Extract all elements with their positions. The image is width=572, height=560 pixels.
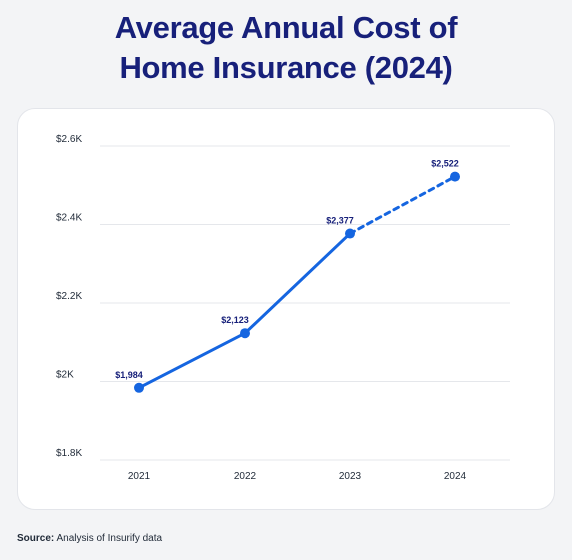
- y-tick-label: $2.2K: [56, 291, 82, 302]
- x-tick-label: 2022: [234, 471, 257, 482]
- x-tick-label: 2024: [444, 471, 467, 482]
- data-point: [450, 171, 460, 182]
- chart-title-line-2: Home Insurance (2024): [119, 50, 453, 85]
- data-label: $2,522: [431, 159, 459, 169]
- chart-title-line-1: Average Annual Cost of: [114, 10, 458, 45]
- data-point: [240, 328, 250, 339]
- y-tick-label: $1.8K: [56, 448, 82, 459]
- line-chart: $1.8K $2K $2.2K $2.4K $2.6K 2021 2022 2023 2024 $…: [56, 134, 510, 482]
- y-tick-label: $2K: [56, 370, 74, 381]
- data-point: [345, 228, 355, 239]
- data-label: $1,984: [115, 370, 143, 380]
- series-line: [243, 232, 352, 335]
- source-label: Source:: [17, 533, 55, 544]
- data-point: [134, 382, 144, 393]
- series-line-projected: [348, 175, 457, 236]
- data-label: $2,123: [221, 315, 249, 325]
- y-tick-label: $2.4K: [56, 213, 82, 224]
- x-tick-label: 2023: [339, 471, 362, 482]
- source-text: Analysis of Insurify data: [56, 533, 163, 544]
- x-tick-label: 2021: [128, 471, 151, 482]
- series-line: [137, 331, 247, 390]
- chart-card: $1.8K $2K $2.2K $2.4K $2.6K 2021 2022 2023 2024 $…: [17, 108, 555, 510]
- source-note: Source: Analysis of Insurify data: [17, 533, 162, 544]
- data-label: $2,377: [326, 216, 354, 226]
- chart-title: Average Annual Cost of Home Insurance (2…: [0, 8, 572, 88]
- y-tick-label: $2.6K: [56, 134, 82, 145]
